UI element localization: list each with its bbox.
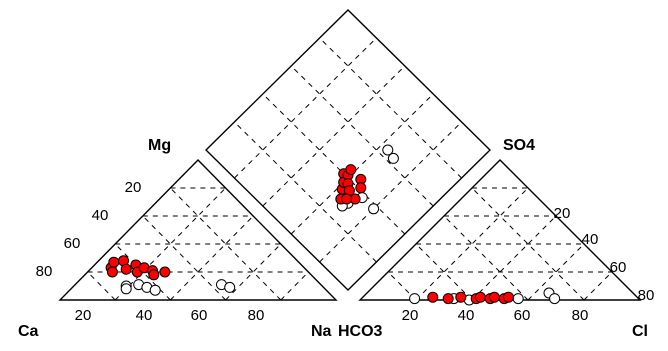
cation-grid-line <box>114 243 171 301</box>
diamond-grid-line <box>262 93 406 235</box>
anion-filled-point <box>442 293 454 305</box>
diamond-grid-line <box>290 65 434 207</box>
grid-layer <box>87 37 613 301</box>
anion-triangle <box>358 159 642 301</box>
anion-bottom-tick: 40 <box>458 307 475 324</box>
cation-grid-line <box>170 187 282 301</box>
cation-open-point <box>120 283 132 295</box>
cation-left-tick: 60 <box>64 235 81 252</box>
cation-grid-line <box>225 243 282 301</box>
anion-filled-point <box>474 291 486 303</box>
anion-top-label: SO4 <box>503 137 535 154</box>
anion-right-tick: 20 <box>554 205 571 222</box>
diamond-grid-line <box>262 65 406 207</box>
anion-right-tick: 60 <box>610 259 627 276</box>
diamond-grid-line <box>234 121 377 263</box>
anion-right-tick: 40 <box>582 231 599 248</box>
anion-bottom-tick: 60 <box>514 307 531 324</box>
cation-filled-point <box>159 266 171 278</box>
cation-filled-point <box>120 263 132 275</box>
diamond-filled-point <box>345 164 357 176</box>
cation-grid-line <box>87 271 116 301</box>
anion-grid-line <box>471 187 585 301</box>
cation-grid-line <box>170 215 254 301</box>
cation-bottom-tick: 40 <box>136 307 153 324</box>
anion-bottom-tick: 80 <box>572 307 589 324</box>
anion-filled-point <box>455 291 467 303</box>
anion-left-label: HCO3 <box>338 323 383 340</box>
anion-filled-point <box>427 291 439 303</box>
diamond-filled-point <box>355 182 367 194</box>
anion-filled-point <box>488 291 500 303</box>
point-layer <box>105 144 561 306</box>
diamond-filled-point <box>341 193 353 205</box>
anion-grid-line <box>415 187 529 301</box>
cation-open-point <box>149 284 161 296</box>
cation-filled-point <box>106 266 118 278</box>
cation-open-point <box>224 281 236 293</box>
anion-grid-line <box>387 271 417 301</box>
cation-right-label: Na <box>311 323 332 340</box>
cation-bottom-tick: 60 <box>191 307 208 324</box>
anion-right-tick: 80 <box>638 287 655 304</box>
anion-bottom-tick: 20 <box>402 307 419 324</box>
cation-left-tick: 80 <box>36 263 53 280</box>
diamond-grid-line <box>234 37 377 179</box>
anion-grid-line <box>415 243 473 301</box>
anion-open-point <box>512 293 524 305</box>
cation-left-label: Ca <box>18 323 39 340</box>
cation-filled-point <box>148 269 160 281</box>
central-diamond <box>205 9 491 291</box>
anion-grid-line <box>527 243 585 301</box>
anion-grid-line <box>583 271 613 301</box>
diamond-open-point <box>387 152 399 164</box>
cation-left-tick: 40 <box>92 207 109 224</box>
anion-grid-line <box>471 215 557 301</box>
cation-grid-line <box>280 271 309 301</box>
diamond-open-point <box>382 144 394 156</box>
cation-triangle <box>58 159 338 301</box>
anion-right-label: Cl <box>632 323 648 340</box>
anion-open-point <box>549 293 561 305</box>
cation-filled-point <box>108 256 120 268</box>
cation-left-tick: 20 <box>125 179 142 196</box>
diamond-open-point <box>368 203 380 215</box>
cation-grid-line <box>114 187 226 301</box>
diamond-grid-line <box>290 93 434 235</box>
cation-bottom-tick: 20 <box>75 307 92 324</box>
anion-filled-point <box>502 291 514 303</box>
cation-bottom-tick: 80 <box>248 307 265 324</box>
anion-grid-line <box>443 215 529 301</box>
anion-open-point <box>409 293 421 305</box>
frame-layer <box>58 9 642 301</box>
diamond-grid-line <box>319 121 462 263</box>
cation-top-label: Mg <box>148 137 171 154</box>
diamond-grid-line <box>319 37 462 179</box>
